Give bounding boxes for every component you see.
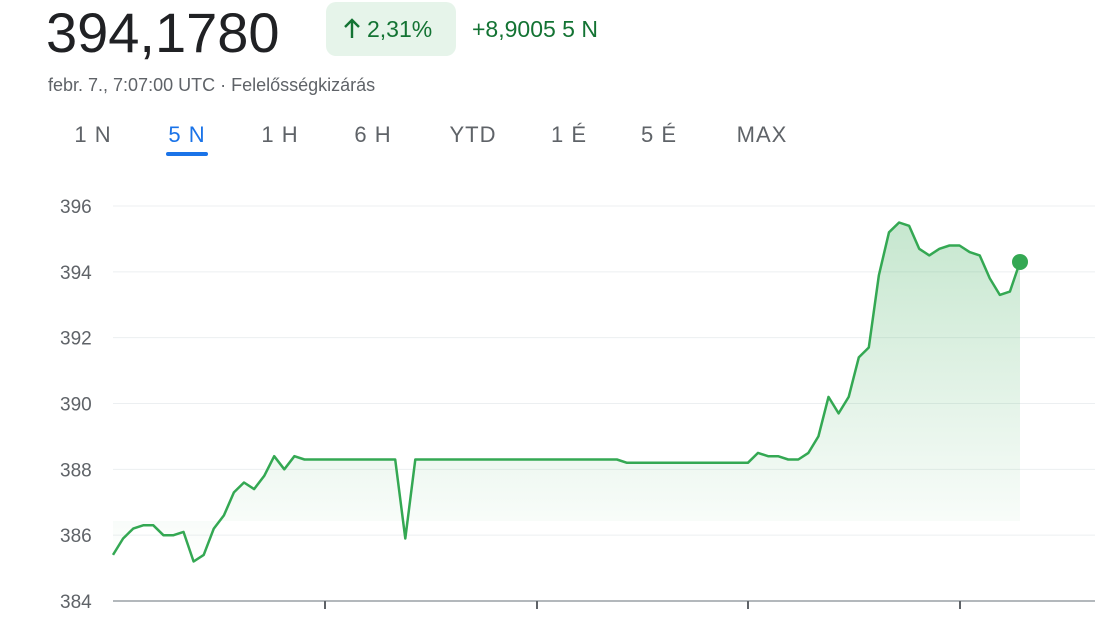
up-arrow	[344, 18, 360, 38]
tab[interactable]: 5 N	[168, 122, 205, 147]
tab[interactable]: 1 É	[551, 122, 587, 147]
y-tick-label: 390	[60, 395, 92, 416]
area	[113, 222, 1020, 562]
y-tick-label: 384	[60, 592, 92, 613]
y-tick-label: 392	[60, 329, 92, 350]
tab[interactable]: 1 H	[261, 122, 298, 147]
change-badge	[326, 2, 456, 56]
tab[interactable]: 5 É	[641, 122, 677, 147]
y-tick-label: 386	[60, 526, 92, 547]
tab[interactable]: 1 N	[74, 122, 111, 147]
last-point	[1012, 253, 1028, 270]
tab[interactable]: 6 H	[354, 122, 391, 147]
subtitle: febr. 7., 7:07:00 UTC · Felelősségkizárá…	[48, 75, 375, 95]
change-abs: +8,9005 5 N	[472, 16, 598, 42]
price-line	[111, 221, 1022, 563]
change-percent: 2,31%	[367, 16, 432, 42]
tab-bar: 1 N 5 N 1 H 6 H YTD 1 É 5 É MAX	[74, 122, 788, 156]
tab[interactable]: MAX	[737, 122, 788, 147]
plot: 384 386 388 390 392 394 396	[60, 197, 1095, 613]
price: 394,1780	[46, 1, 280, 64]
y-tick-label: 388	[60, 460, 92, 481]
tab[interactable]: YTD	[450, 122, 497, 147]
tab-indicator	[166, 152, 208, 156]
y-tick-label: 396	[60, 197, 92, 218]
y-tick-label: 394	[60, 263, 92, 284]
